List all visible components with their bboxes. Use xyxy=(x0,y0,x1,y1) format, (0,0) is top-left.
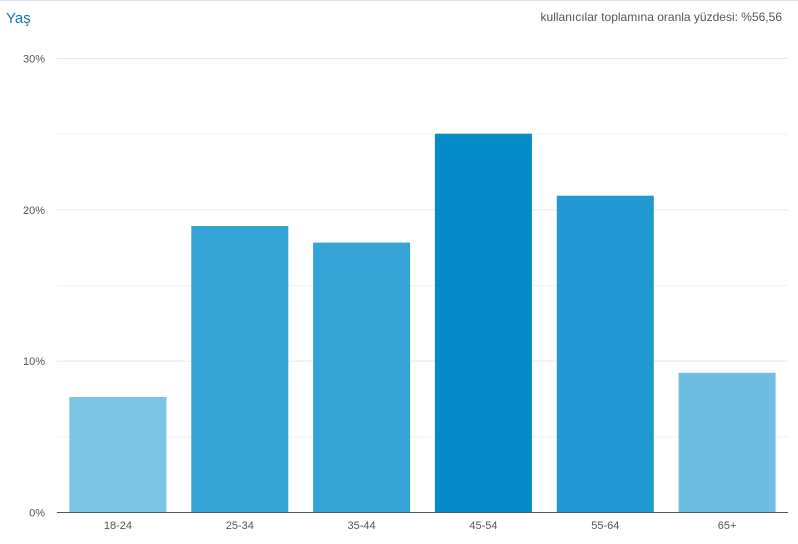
x-tick-label: 45-54 xyxy=(469,520,497,532)
summary-text: kullanıcılar toplamına oranla yüzdesi: %… xyxy=(540,10,782,24)
chart-title: Yaş xyxy=(6,10,31,27)
y-tick-label: 10% xyxy=(23,356,45,368)
y-tick-label: 20% xyxy=(23,205,45,217)
top-border xyxy=(0,0,798,1)
bar-45-54 xyxy=(434,133,532,512)
bar-55-64 xyxy=(556,195,654,512)
x-tick-label: 35-44 xyxy=(348,520,376,532)
x-tick-label: 65+ xyxy=(718,520,737,532)
y-tick-label: 0% xyxy=(29,508,45,520)
x-tick-label: 55-64 xyxy=(591,520,619,532)
bar-65plus xyxy=(678,372,776,512)
x-tick-label: 25-34 xyxy=(226,520,254,532)
bar-18-24 xyxy=(69,397,167,512)
y-tick-label: 30% xyxy=(23,54,45,66)
x-tick-label: 18-24 xyxy=(104,520,132,532)
bar-25-34 xyxy=(191,226,289,512)
bar-35-44 xyxy=(313,242,411,512)
